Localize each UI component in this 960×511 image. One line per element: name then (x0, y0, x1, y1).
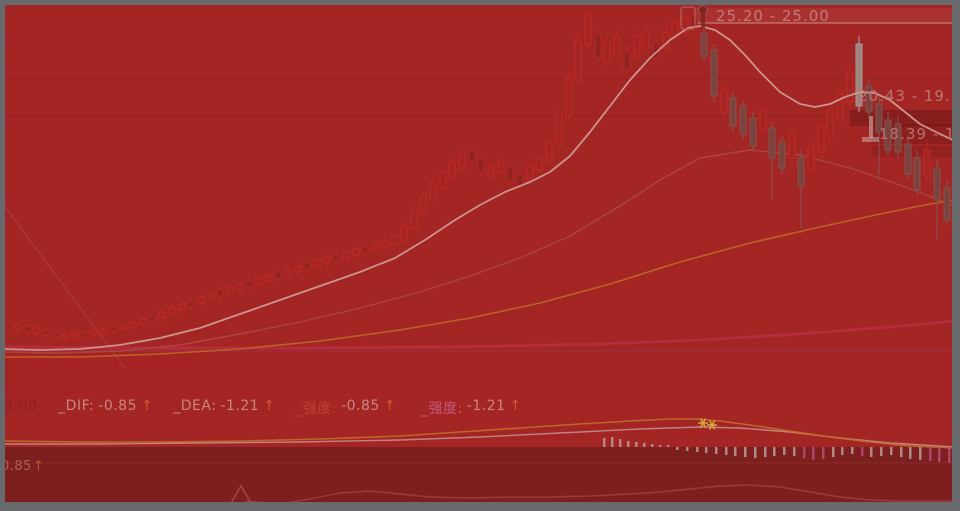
peak-price-label: 25.20 - 25.00 (716, 7, 830, 25)
indicator-item-label: _强度: (295, 401, 338, 417)
chart-viewport[interactable]: 25.20 - 25.00 20.43 - 19. 18.39 - 1 0.00… (5, 5, 952, 502)
up-arrow-icon: ↑ (509, 398, 522, 414)
indicator-item: _强度: -0.85 ↑ (295, 398, 396, 418)
indicator-item-label: _DEA: (173, 398, 217, 414)
right-price-label-2: 18.39 - 1 (879, 125, 952, 143)
up-arrow-icon: ↑ (141, 398, 154, 414)
indicator-item-value: -1.21 (466, 398, 506, 414)
indicator-item-label: _DIF: (58, 398, 95, 414)
chart-canvas (5, 5, 952, 502)
indicator-items: _DIF: -0.85 ↑ _DEA: -1.21 ↑ _强度: -0.85 ↑ _强度: -1.2… (58, 398, 522, 418)
indicator-item-value: -1.21 (220, 398, 260, 414)
indicator-value-row: 0.00 _DIF: -0.85 ↑ _DEA: -1.21 ↑ _强度: -0.85 ↑ _强度… (5, 398, 522, 418)
indicator-item: _DIF: -0.85 ↑ (58, 398, 153, 418)
right-price-label-1: 20.43 - 19. (858, 87, 951, 105)
indicator-item-value: -0.85 (98, 398, 137, 414)
bottom-left-value-number: 0.85 (5, 459, 32, 474)
indicator-item-label: _强度: (421, 401, 463, 417)
indicator-item-value: -0.85 (341, 398, 380, 414)
indicator-zero-value: 0.00 (5, 398, 39, 414)
up-arrow-icon: ↑ (263, 398, 276, 414)
up-arrow-icon: ↑ (383, 398, 397, 414)
up-arrow-icon: ↑ (32, 459, 45, 474)
bottom-left-value: 0.85↑ (5, 459, 44, 474)
indicator-item: _DEA: -1.21 ↑ (173, 398, 275, 418)
indicator-item: _强度: -1.21 ↑ (421, 398, 522, 418)
